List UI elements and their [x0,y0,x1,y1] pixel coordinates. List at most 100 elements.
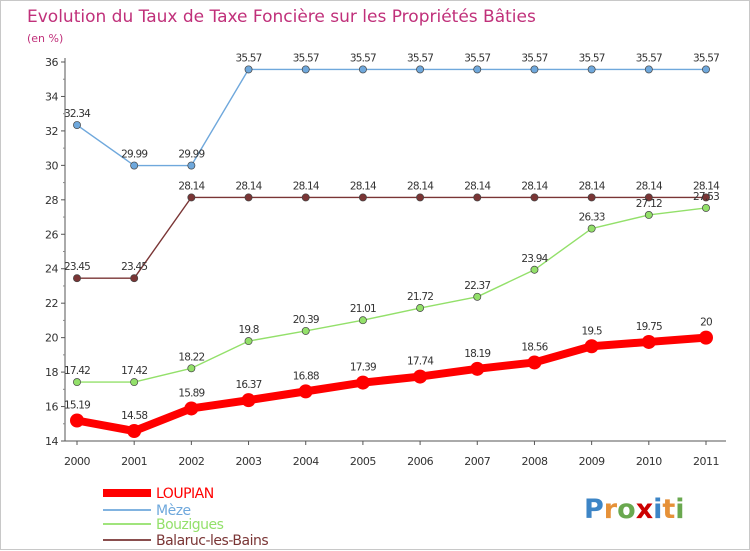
series-line [73,333,710,436]
data-label: 28.14 [464,180,491,192]
data-label: 27.12 [636,198,662,210]
x-tick-label: 2003 [236,455,262,468]
data-point [702,65,710,74]
x-tick-label: 2007 [464,455,490,468]
data-point [584,339,599,354]
data-point [358,316,367,325]
axes: 14 16 18 20 22 24 26 28 30 32 34 36 2000 2001 2002 2003… [45,56,726,468]
logo-letter: x [636,494,653,525]
legend-label: Bouzigues [156,517,224,533]
data-point [73,378,81,387]
y-tick-label: 20 [45,332,58,345]
data-point [184,401,199,416]
y-tick-label: 36 [45,56,58,69]
y-tick-label: 18 [45,366,58,379]
data-point [130,161,139,170]
data-label: 29.99 [121,149,147,161]
data-point [187,193,196,202]
data-label: 32.34 [64,108,91,120]
data-point [244,337,253,346]
data-point [702,203,710,212]
data-label: 19.5 [582,325,602,337]
chart-subtitle: (en %) [27,32,63,45]
series-bouzigues: 17.42 17.42 18.22 19.8 20.39 21.01 21.72 22.37 2… [64,191,720,387]
y-tick-label: 14 [45,435,58,448]
data-label: 21.01 [350,303,376,315]
data-label: 17.42 [64,365,90,377]
data-point [301,326,310,335]
data-point [416,304,425,312]
data-point [301,65,310,74]
data-label: 28.14 [521,180,548,192]
data-label: 28.14 [293,180,320,192]
data-point [587,65,596,74]
data-point [527,355,542,370]
data-point [587,224,596,233]
data-label: 28.14 [636,180,663,192]
data-label: 27.53 [693,191,719,203]
legend-label: Balaruc-les-Bains [156,533,268,549]
logo-letter: i [675,494,684,525]
data-point [473,292,482,301]
data-point [413,369,428,384]
series-balaruc-les-bains: 23.45 23.45 28.14 28.14 28.14 28.14 28.14 28.14… [64,180,721,283]
data-label: 28.14 [579,180,606,192]
data-label: 16.88 [293,370,319,382]
series-line [76,196,707,279]
y-tick-label: 16 [45,401,58,414]
y-tick-label: 22 [45,297,58,310]
data-point [473,65,482,74]
data-point [530,65,539,74]
data-point [473,193,482,202]
data-point [127,424,142,439]
data-point [416,65,425,74]
x-tick-label: 2006 [407,455,433,468]
data-label: 29.99 [178,149,204,161]
data-label: 18.19 [464,348,490,360]
data-point [358,193,367,202]
data-point [644,211,653,219]
data-point [187,161,196,170]
series-line [76,207,707,383]
data-label: 17.74 [407,356,434,368]
data-point [644,193,653,202]
logo-letter: i [653,494,662,525]
data-label: 16.37 [236,379,262,391]
data-label: 15.19 [64,399,90,411]
logo-letter: P [584,494,604,525]
y-tick-label: 30 [45,159,58,172]
data-label: 17.42 [121,365,147,377]
y-tick-label: 28 [45,194,58,207]
data-point [130,378,139,387]
logo-letter: o [617,494,636,525]
data-point [355,375,370,390]
data-label: 28.14 [178,180,205,192]
data-label: 35.57 [636,52,662,64]
data-point [470,361,485,376]
logo-letter: r [604,494,618,525]
data-point [130,274,139,283]
x-tick-label: 2000 [64,455,90,468]
data-label: 22.37 [464,280,490,292]
legend-label: LOUPIAN [156,486,214,502]
data-label: 28.14 [693,180,720,192]
data-label: 19.75 [636,321,662,333]
logo-letter: t [662,494,675,525]
data-label: 35.57 [464,52,490,64]
y-tick-label: 24 [45,263,58,276]
data-label: 26.33 [579,212,605,224]
series-m-ze: 32.34 29.99 29.99 35.57 35.57 35.57 35.57 35.57… [64,52,720,170]
data-label: 23.94 [521,253,548,265]
data-label: 23.45 [121,261,147,273]
data-label: 35.57 [521,52,547,64]
data-label: 35.57 [293,52,319,64]
data-point [73,274,81,283]
data-label: 28.14 [407,180,434,192]
series-layer: 32.34 29.99 29.99 35.57 35.57 35.57 35.57 35.57… [64,52,721,439]
series-line [76,68,707,167]
x-tick-label: 2009 [579,455,605,468]
data-point [301,193,310,202]
